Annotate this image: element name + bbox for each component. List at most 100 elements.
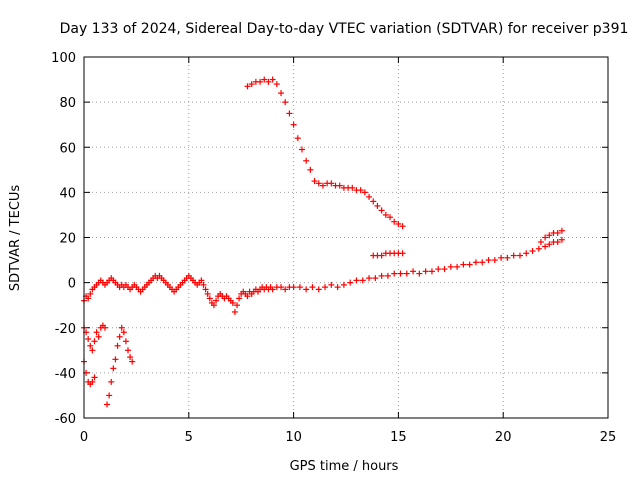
data-point-main-trace	[416, 270, 423, 277]
data-point-main-trace	[202, 286, 209, 293]
x-tick-label: 25	[600, 430, 617, 445]
data-point-main-trace	[328, 281, 335, 288]
data-point-main-trace	[391, 270, 398, 277]
data-point-main-trace	[204, 290, 211, 297]
data-point-lower-left-traces	[127, 354, 134, 361]
chart-title: Day 133 of 2024, Sidereal Day-to-day VTE…	[60, 21, 629, 37]
x-tick-label: 20	[495, 430, 512, 445]
data-point-main-trace	[85, 295, 92, 302]
data-point-main-trace	[210, 302, 217, 309]
data-point-lower-left-traces	[87, 342, 94, 349]
data-point-main-trace	[198, 277, 205, 284]
data-point-lower-left-traces	[106, 392, 113, 399]
plot-frame	[83, 56, 609, 419]
data-point-upper-trace	[361, 189, 368, 196]
data-point-main-trace	[460, 261, 467, 268]
x-tick-label: 15	[390, 430, 407, 445]
data-point-upper-trace	[395, 220, 402, 227]
data-point-lower-left-traces	[91, 374, 98, 381]
data-point-upper-trace	[261, 76, 268, 83]
data-point-main-trace	[485, 257, 492, 264]
y-tick-label: 100	[51, 51, 76, 66]
data-point-main-trace	[554, 239, 561, 246]
data-point-main-trace	[472, 259, 479, 266]
x-axis-label: GPS time / hours	[290, 459, 399, 474]
data-point-end-segment	[554, 229, 561, 236]
axis-ticks: -60 -40 -20 0 20 40 60 80 100 0 5 10 15 20 25	[51, 51, 616, 445]
data-point-main-trace	[296, 284, 303, 291]
data-point-upper-trace	[290, 121, 297, 128]
data-point-lower-left-traces	[101, 324, 108, 331]
data-point-lower-left-traces	[125, 347, 132, 354]
data-point-upper-trace	[382, 211, 389, 218]
data-point-main-trace	[372, 275, 379, 282]
data-point-main-trace	[303, 286, 310, 293]
data-point-upper-trace	[273, 81, 280, 88]
y-tick-label: 20	[59, 232, 76, 247]
data-point-upper-trace	[328, 180, 335, 187]
data-point-upper-trace	[370, 198, 377, 205]
data-point-mid-segment	[399, 250, 406, 257]
data-point-main-trace	[441, 266, 448, 273]
data-point-main-trace	[359, 277, 366, 284]
data-point-main-trace	[479, 259, 486, 266]
x-tick-label: 0	[80, 430, 88, 445]
data-point-upper-trace	[374, 202, 381, 209]
data-points	[81, 76, 565, 408]
data-point-main-trace	[558, 236, 565, 243]
data-point-upper-trace	[315, 180, 322, 187]
data-point-lower-left-traces	[89, 378, 96, 385]
data-point-main-trace	[278, 284, 285, 291]
y-tick-label: -20	[55, 322, 76, 337]
data-point-main-trace	[504, 254, 511, 261]
data-point-lower-left-traces	[85, 336, 92, 343]
data-point-lower-left-traces	[108, 378, 115, 385]
data-point-mid-segment	[378, 252, 385, 259]
data-point-main-trace	[366, 275, 373, 282]
data-point-upper-trace	[248, 81, 255, 88]
data-point-main-trace	[422, 268, 429, 275]
data-point-lower-left-traces	[110, 365, 117, 372]
data-point-main-trace	[410, 268, 417, 275]
data-point-upper-trace	[244, 83, 251, 90]
data-point-main-trace	[510, 252, 517, 259]
data-point-upper-trace	[278, 90, 285, 97]
data-point-upper-trace	[357, 187, 364, 194]
data-point-upper-trace	[269, 76, 276, 83]
data-point-main-trace	[454, 263, 461, 270]
data-point-upper-trace	[366, 193, 373, 200]
data-point-upper-trace	[282, 99, 289, 106]
data-point-end-segment	[542, 234, 549, 241]
data-point-lower-left-traces	[95, 333, 102, 340]
data-point-main-trace	[403, 270, 410, 277]
data-point-main-trace	[378, 272, 385, 279]
data-point-upper-trace	[387, 214, 394, 221]
data-point-upper-trace	[257, 78, 264, 85]
y-tick-label: 0	[68, 277, 76, 292]
data-point-lower-left-traces	[116, 333, 123, 340]
data-point-upper-trace	[286, 110, 293, 117]
grid-lines	[84, 57, 608, 418]
data-point-lower-left-traces	[112, 356, 119, 363]
x-tick-label: 10	[285, 430, 302, 445]
data-point-end-segment	[558, 227, 565, 234]
data-point-main-trace	[236, 295, 243, 302]
data-point-upper-trace	[303, 157, 310, 164]
data-point-main-trace	[315, 286, 322, 293]
data-point-upper-trace	[336, 182, 343, 189]
data-point-main-trace	[340, 281, 347, 288]
data-point-main-trace	[466, 261, 473, 268]
data-point-main-trace	[206, 295, 213, 302]
data-point-lower-left-traces	[89, 347, 96, 354]
y-tick-label: -60	[55, 412, 76, 427]
data-point-main-trace	[384, 272, 391, 279]
data-point-main-trace	[229, 299, 236, 306]
data-point-lower-left-traces	[129, 358, 136, 365]
data-point-main-trace	[397, 270, 404, 277]
data-point-lower-left-traces	[120, 329, 127, 336]
y-tick-label: -40	[55, 367, 76, 382]
data-point-upper-trace	[319, 182, 326, 189]
data-point-upper-trace	[391, 218, 398, 225]
data-point-main-trace	[347, 279, 354, 286]
